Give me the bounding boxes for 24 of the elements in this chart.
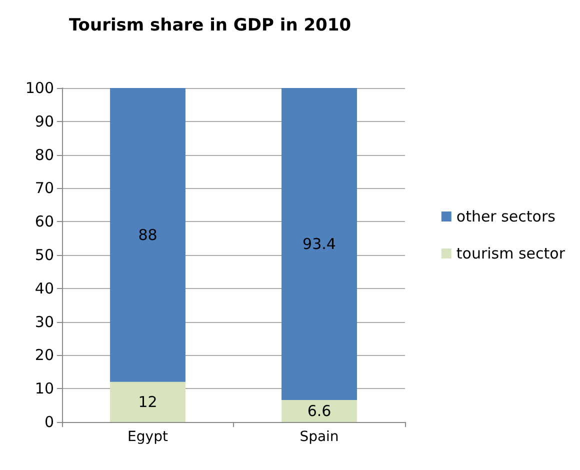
legend-label: other sectors xyxy=(456,208,556,226)
data-label: 6.6 xyxy=(307,402,332,420)
chart-title: Tourism share in GDP in 2010 xyxy=(68,16,352,36)
legend-label: tourism sector xyxy=(456,244,566,262)
y-tick-label: 30 xyxy=(34,312,54,331)
x-tick-label: Egypt xyxy=(128,429,168,445)
data-label: 93.4 xyxy=(302,234,336,253)
y-tick-label: 50 xyxy=(34,246,54,264)
y-tick-label: 90 xyxy=(34,112,54,130)
bar xyxy=(110,88,186,382)
y-tick-label: 20 xyxy=(34,346,54,364)
y-tick-label: 60 xyxy=(34,212,54,231)
y-tick-label: 100 xyxy=(25,79,54,97)
bar xyxy=(282,400,357,422)
y-tick-label: 0 xyxy=(44,413,54,431)
y-tick-label: 10 xyxy=(34,380,54,398)
bar xyxy=(110,382,186,422)
y-tick-label: 40 xyxy=(34,279,54,298)
data-label: 12 xyxy=(138,392,158,411)
x-tick-label: Spain xyxy=(300,429,339,445)
data-label: 88 xyxy=(138,226,158,244)
y-tick-label: 80 xyxy=(34,146,54,164)
bar xyxy=(282,88,357,400)
y-tick-label: 70 xyxy=(34,179,54,198)
